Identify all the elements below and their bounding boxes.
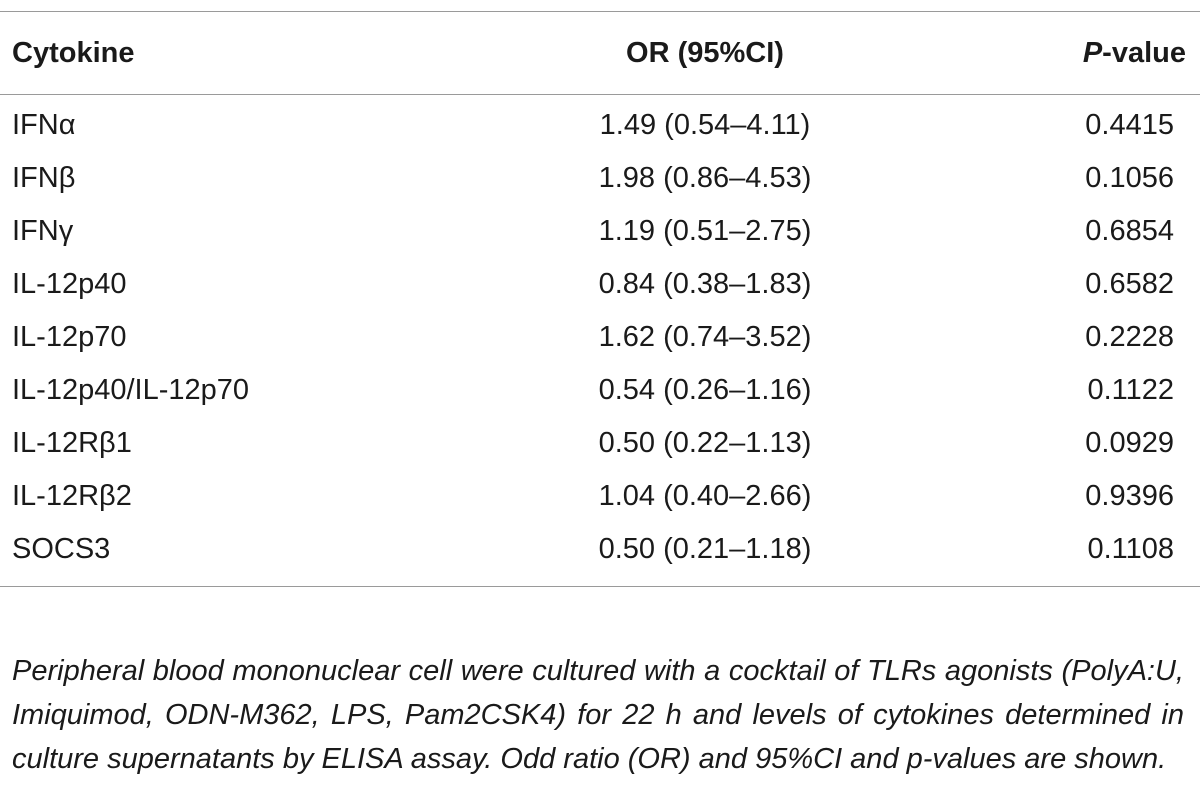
- cell-p-value: 0.6854: [1085, 215, 1174, 247]
- table-row: IFNγ 1.19 (0.51–2.75) 0.6854: [0, 205, 1200, 258]
- bottom-rule: [0, 586, 1200, 587]
- cell-or: 0.50 (0.22–1.13): [598, 427, 812, 459]
- cell-or: 0.54 (0.26–1.16): [598, 374, 812, 406]
- cell-or: 1.04 (0.40–2.66): [598, 480, 812, 512]
- cell-cytokine: IL-12Rβ2: [12, 480, 132, 512]
- cell-or: 1.98 (0.86–4.53): [598, 162, 812, 194]
- cell-p-value: 0.1056: [1085, 162, 1174, 194]
- spacer-row: [0, 576, 1200, 586]
- spacer-cell: [0, 576, 430, 586]
- table-row: IL-12p70 1.62 (0.74–3.52) 0.2228: [0, 311, 1200, 364]
- cell-or: 0.50 (0.21–1.18): [598, 533, 812, 565]
- cell-or: 0.84 (0.38–1.83): [598, 268, 812, 300]
- cell-p-value: 0.1122: [1087, 374, 1174, 406]
- header-p-rest: -value: [1102, 36, 1186, 69]
- cell-cytokine: IL-12p40/IL-12p70: [12, 374, 250, 406]
- table-row: IFNβ 1.98 (0.86–4.53) 0.1056: [0, 152, 1200, 205]
- cytokine-table-body: IFNα 1.49 (0.54–4.11) 0.4415 IFNβ 1.98 (…: [0, 95, 1200, 586]
- header-p-italic: P: [1082, 36, 1103, 69]
- table-row: IL-12p40 0.84 (0.38–1.83) 0.6582: [0, 258, 1200, 311]
- table-row: IL-12Rβ2 1.04 (0.40–2.66) 0.9396: [0, 470, 1200, 523]
- header-or: OR (95%CI): [626, 36, 784, 69]
- header-row: Cytokine OR (95%CI) P-value: [0, 12, 1200, 94]
- cell-cytokine: IL-12p70: [12, 321, 127, 353]
- cell-cytokine: IFNα: [12, 109, 76, 141]
- header-rule: [0, 94, 1200, 95]
- cell-cytokine: IL-12Rβ1: [12, 427, 132, 459]
- top-rule: [0, 11, 1200, 12]
- cell-p-value: 0.1108: [1087, 533, 1174, 565]
- table-row: SOCS3 0.50 (0.21–1.18) 0.1108: [0, 523, 1200, 576]
- table-row: IFNα 1.49 (0.54–4.11) 0.4415: [0, 95, 1200, 152]
- header-p-value: P-value: [860, 12, 1200, 94]
- table-row: IL-12Rβ1 0.50 (0.22–1.13) 0.0929: [0, 417, 1200, 470]
- spacer-cell: [860, 576, 1200, 586]
- cell-cytokine: SOCS3: [12, 533, 111, 565]
- cell-cytokine: IL-12p40: [12, 268, 127, 300]
- cell-or: 1.49 (0.54–4.11): [599, 109, 811, 141]
- cell-cytokine: IFNγ: [12, 215, 74, 247]
- table-footnote: Peripheral blood mononuclear cell were c…: [12, 655, 1184, 775]
- data-table-container: Cytokine OR (95%CI) P-value IFNα 1.49 (0…: [0, 11, 1200, 587]
- cell-cytokine: IFNβ: [12, 162, 76, 194]
- spacer-cell: [430, 576, 860, 586]
- table-row: IL-12p40/IL-12p70 0.54 (0.26–1.16) 0.112…: [0, 364, 1200, 417]
- table-header: Cytokine OR (95%CI) P-value: [0, 12, 1200, 94]
- cell-p-value: 0.0929: [1085, 427, 1174, 459]
- cytokine-table: Cytokine OR (95%CI) P-value: [0, 12, 1200, 94]
- cell-p-value: 0.2228: [1085, 321, 1174, 353]
- cell-or: 1.62 (0.74–3.52): [598, 321, 812, 353]
- cell-p-value: 0.9396: [1085, 480, 1174, 512]
- cell-p-value: 0.6582: [1085, 268, 1174, 300]
- cell-or: 1.19 (0.51–2.75): [598, 215, 812, 247]
- header-cytokine: Cytokine: [12, 36, 135, 69]
- cell-p-value: 0.4415: [1085, 109, 1174, 141]
- table-body: IFNα 1.49 (0.54–4.11) 0.4415 IFNβ 1.98 (…: [0, 95, 1200, 586]
